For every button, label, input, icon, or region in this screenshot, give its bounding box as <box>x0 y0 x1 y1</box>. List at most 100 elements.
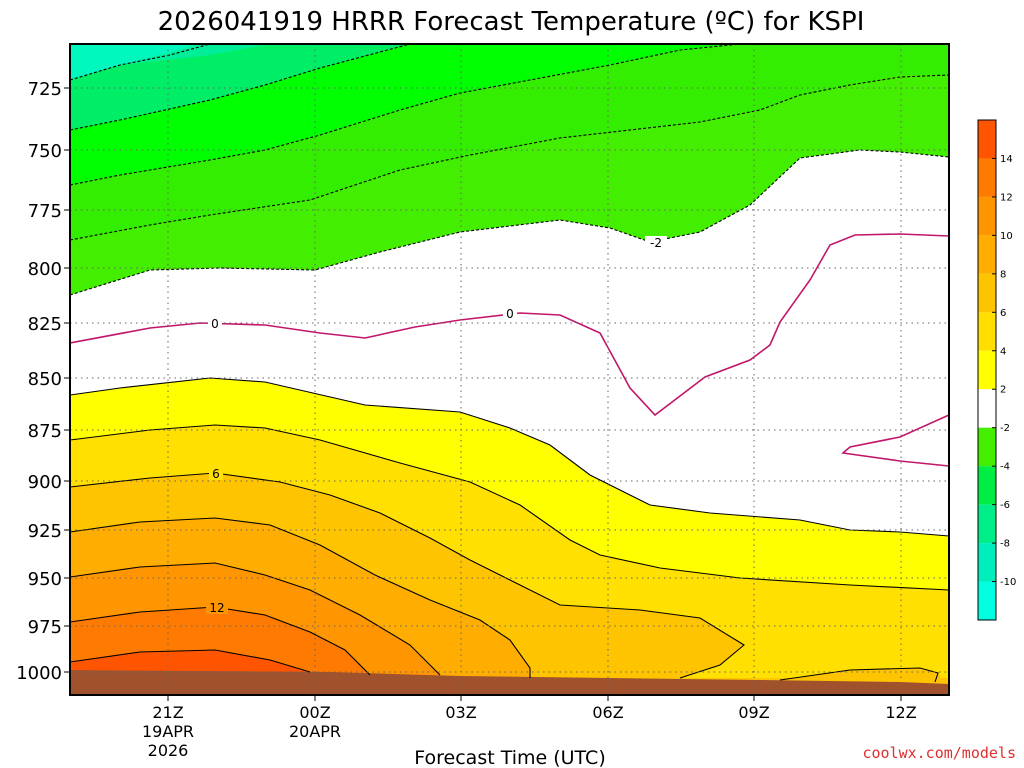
y-tick-875: 875 <box>28 421 70 442</box>
contour-12 <box>70 606 371 676</box>
x-axis: 21Z 19APR 2026 00Z 20APR 03Z 06Z 09Z 12Z <box>142 695 917 760</box>
colorbar-label: 8 <box>1000 269 1006 280</box>
colorbar-label: 14 <box>1000 154 1013 165</box>
colorbar-swatch <box>978 581 996 620</box>
grid <box>70 44 949 695</box>
y-tick-900: 900 <box>28 472 70 493</box>
band-minus6-upper <box>70 44 410 130</box>
y-tick-825: 825 <box>28 314 70 335</box>
colorbar-label: -2 <box>1000 423 1010 434</box>
svg-text:850: 850 <box>28 369 62 390</box>
svg-text:09Z: 09Z <box>738 703 769 722</box>
svg-text:975: 975 <box>28 617 62 638</box>
chart-title: 2026041919 HRRR Forecast Temperature (ºC… <box>158 7 865 37</box>
ground-fill <box>70 670 949 695</box>
svg-text:725: 725 <box>28 79 62 100</box>
contour-label-12: 12 <box>209 601 224 615</box>
colorbar-swatch <box>978 120 996 159</box>
y-axis: 725 750 775 800 825 850 875 900 925 950 … <box>16 79 70 684</box>
colorbar-label: 10 <box>1000 231 1013 242</box>
colorbar-swatch <box>978 504 996 544</box>
contour-labels: 0 0 -2 6 12 <box>206 236 667 615</box>
y-tick-850: 850 <box>28 369 70 390</box>
svg-text:800: 800 <box>28 259 62 280</box>
y-tick-975: 975 <box>28 617 70 638</box>
contour-label-6: 6 <box>212 467 220 481</box>
colorbar-label: -8 <box>1000 539 1010 550</box>
svg-text:825: 825 <box>28 314 62 335</box>
colorbar-frame <box>977 119 997 621</box>
x-tick-12z: 12Z <box>885 695 917 722</box>
colorbar-swatch <box>978 543 996 582</box>
contour-minus8 <box>70 44 211 81</box>
contour-label-zero-2: 0 <box>506 307 514 321</box>
contour-6-pocket <box>779 667 939 683</box>
svg-text:21Z: 21Z <box>152 703 183 722</box>
contour-zero-b <box>841 414 949 467</box>
colorbar-swatch <box>978 389 996 428</box>
colorbar-label: -10 <box>1000 577 1016 588</box>
colorbar-swatch <box>978 350 996 390</box>
contour-6 <box>70 472 745 679</box>
contour-minus2 <box>70 149 949 296</box>
contour-label-zero-1: 0 <box>211 317 219 331</box>
svg-text:03Z: 03Z <box>445 703 476 722</box>
contour-minus4 <box>70 44 741 186</box>
credit-text: coolwx.com/models <box>862 744 1016 762</box>
svg-text:06Z: 06Z <box>592 703 623 722</box>
colorbar-swatch <box>978 196 996 236</box>
contour-10 <box>70 562 441 676</box>
svg-text:925: 925 <box>28 521 62 542</box>
contour-minus6 <box>70 44 411 131</box>
svg-text:775: 775 <box>28 201 62 222</box>
x-tick-03z: 03Z <box>445 695 477 722</box>
contour-minus4b <box>70 74 949 241</box>
colorbar-swatch <box>978 158 996 197</box>
svg-text:875: 875 <box>28 421 62 442</box>
svg-text:2026: 2026 <box>148 741 189 760</box>
plot-frame <box>69 43 950 696</box>
colorbar: 14 12 10 8 6 4 2 -2 -4 -6 -8 -10 <box>977 119 1016 621</box>
contour-8 <box>70 517 531 678</box>
colorbar-label: 2 <box>1000 385 1006 396</box>
y-tick-800: 800 <box>28 259 70 280</box>
svg-text:750: 750 <box>28 141 62 162</box>
svg-text:950: 950 <box>28 569 62 590</box>
svg-text:20APR: 20APR <box>289 722 341 741</box>
y-tick-775: 775 <box>28 201 70 222</box>
y-tick-1000: 1000 <box>16 663 70 684</box>
contour-2 <box>70 377 949 537</box>
svg-text:12Z: 12Z <box>885 703 916 722</box>
x-axis-title: Forecast Time (UTC) <box>414 747 605 768</box>
contour-zero <box>70 233 949 417</box>
contour-14 <box>70 649 311 673</box>
colorbar-swatch <box>978 273 996 313</box>
colorbar-label: -4 <box>1000 462 1010 473</box>
colorbar-swatch <box>978 235 996 274</box>
colorbar-swatch <box>978 312 996 351</box>
colorbar-label: 4 <box>1000 346 1006 357</box>
contour-label-minus2: -2 <box>650 236 662 250</box>
svg-text:1000: 1000 <box>16 663 62 684</box>
x-tick-06z: 06Z <box>592 695 624 722</box>
band-minus4-fill <box>70 44 949 240</box>
y-tick-725: 725 <box>28 79 70 100</box>
colorbar-label: 6 <box>1000 308 1006 319</box>
x-tick-00z: 00Z 20APR <box>289 695 341 741</box>
svg-text:19APR: 19APR <box>142 722 194 741</box>
x-tick-09z: 09Z <box>738 695 770 722</box>
y-tick-950: 950 <box>28 569 70 590</box>
colorbar-swatch <box>978 466 996 505</box>
colorbar-label: -6 <box>1000 500 1010 511</box>
svg-text:00Z: 00Z <box>299 703 330 722</box>
svg-text:900: 900 <box>28 472 62 493</box>
band-minus10 <box>70 44 200 80</box>
temperature-field <box>70 44 949 695</box>
y-tick-750: 750 <box>28 141 70 162</box>
y-tick-925: 925 <box>28 521 70 542</box>
colorbar-swatch <box>978 427 996 467</box>
x-tick-21z: 21Z 19APR 2026 <box>142 695 194 760</box>
contour-4 <box>70 424 949 591</box>
colorbar-label: 12 <box>1000 192 1013 203</box>
